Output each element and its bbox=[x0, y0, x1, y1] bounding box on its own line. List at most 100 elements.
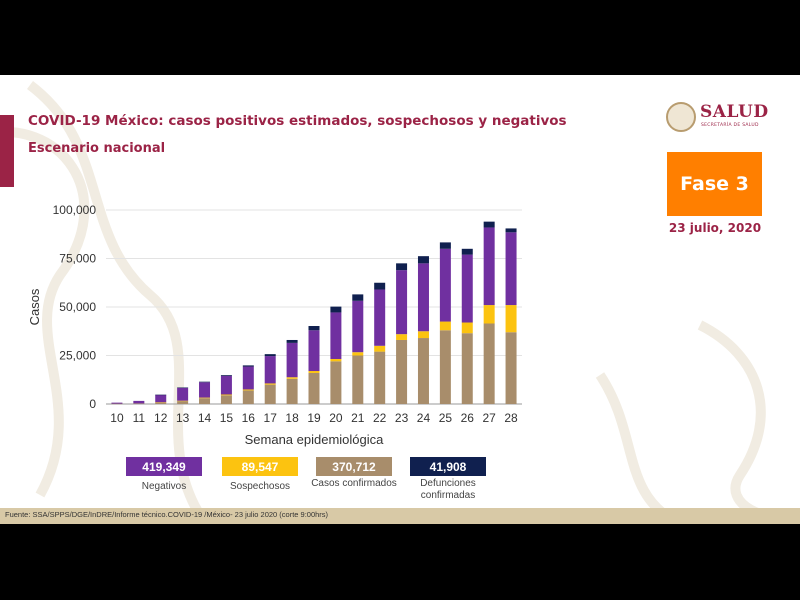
bar-segment bbox=[483, 227, 495, 306]
x-tick-label: 28 bbox=[504, 411, 518, 425]
y-tick-label: 0 bbox=[89, 397, 96, 411]
bar-segment bbox=[133, 403, 145, 404]
bar-segment bbox=[330, 312, 342, 359]
legend-label-sospechosos: Sospechosos bbox=[229, 481, 291, 492]
bar-segment bbox=[461, 248, 473, 255]
bar-segment bbox=[111, 403, 123, 405]
bar-segment bbox=[199, 398, 211, 404]
legend-label-defunciones: Defunciones confirmadas bbox=[420, 478, 476, 501]
bar-segment bbox=[352, 300, 364, 353]
x-tick-label: 25 bbox=[439, 411, 453, 425]
bar-segment bbox=[330, 306, 342, 313]
x-tick-label: 21 bbox=[351, 411, 365, 425]
bar-segment bbox=[483, 323, 495, 404]
bar-segment bbox=[286, 378, 298, 404]
bar-segment bbox=[483, 305, 495, 324]
x-tick-label: 16 bbox=[242, 411, 256, 425]
bar-segment bbox=[308, 330, 320, 372]
legend-label-negativos: Negativos bbox=[141, 481, 187, 492]
x-tick-label: 26 bbox=[461, 411, 475, 425]
bar-segment bbox=[264, 383, 276, 385]
bar-segment bbox=[505, 228, 517, 233]
y-tick-label: 50,000 bbox=[59, 300, 96, 314]
bar-segment bbox=[396, 334, 408, 340]
bar-segment bbox=[199, 382, 211, 398]
bar-segment bbox=[264, 354, 276, 357]
bar-segment bbox=[242, 389, 254, 391]
bar-segment bbox=[111, 402, 123, 404]
seal-icon bbox=[666, 102, 696, 132]
bar-segment bbox=[133, 400, 145, 404]
bar-segment bbox=[286, 342, 298, 378]
legend-value-negativos: 419,349 bbox=[126, 457, 202, 476]
bar-segment bbox=[220, 394, 232, 396]
bar-segment bbox=[199, 397, 211, 399]
legend-value-confirmados: 370,712 bbox=[316, 457, 392, 476]
y-tick-label: 100,000 bbox=[53, 203, 97, 217]
legend-value-sospechosos: 89,547 bbox=[222, 457, 298, 476]
source-note: Fuente: SSA/SPPS/DGE/InDRE/Informe técni… bbox=[5, 510, 329, 519]
logo-text: SALUD bbox=[700, 102, 769, 122]
bar-segment bbox=[220, 375, 232, 376]
bar-segment bbox=[242, 390, 254, 404]
bar-segment bbox=[439, 242, 451, 249]
bar-segment bbox=[505, 232, 517, 306]
bar-segment bbox=[177, 400, 189, 402]
bar-segment bbox=[374, 351, 386, 404]
y-tick-label: 25,000 bbox=[59, 349, 96, 363]
bar-segment bbox=[352, 352, 364, 356]
x-tick-label: 18 bbox=[285, 411, 299, 425]
x-tick-label: 19 bbox=[307, 411, 321, 425]
phase-badge: Fase 3 bbox=[667, 152, 762, 216]
bar-segment bbox=[242, 366, 254, 390]
legend-value-defunciones: 41,908 bbox=[410, 457, 486, 476]
bar-segment bbox=[177, 387, 189, 401]
bar-segment bbox=[505, 305, 517, 333]
bar-segment bbox=[177, 401, 189, 404]
bar-segment bbox=[396, 339, 408, 404]
bar-segment bbox=[199, 381, 211, 383]
bar-segment bbox=[417, 263, 429, 332]
x-tick-label: 22 bbox=[373, 411, 387, 425]
bar-segment bbox=[374, 345, 386, 352]
bar-segment bbox=[155, 402, 167, 404]
x-tick-label: 15 bbox=[220, 411, 234, 425]
x-tick-label: 14 bbox=[198, 411, 212, 425]
bar-segment bbox=[417, 256, 429, 264]
x-tick-label: 11 bbox=[133, 411, 146, 425]
bar-segment bbox=[352, 294, 364, 301]
bar-segment bbox=[439, 330, 451, 404]
legend-label-confirmados: Casos confirmados bbox=[311, 478, 397, 489]
y-axis-label: Casos bbox=[27, 288, 42, 325]
bar-segment bbox=[461, 322, 473, 334]
x-tick-label: 13 bbox=[176, 411, 190, 425]
bar-segment bbox=[439, 248, 451, 322]
y-axis-ticks: 0 25,000 50,000 75,000 100,000 bbox=[53, 203, 97, 411]
bar-segment bbox=[220, 395, 232, 404]
bar-segment bbox=[396, 270, 408, 335]
bar-segment bbox=[330, 358, 342, 362]
bar-segment bbox=[177, 387, 189, 389]
bar-segment bbox=[286, 339, 298, 343]
bar-segment bbox=[483, 221, 495, 228]
bar-segment bbox=[330, 361, 342, 404]
bar-segment bbox=[352, 355, 364, 404]
y-tick-label: 75,000 bbox=[59, 252, 96, 266]
bar-segment bbox=[308, 371, 320, 373]
salud-logo: SALUD SECRETARÍA DE SALUD bbox=[666, 102, 776, 134]
bar-segment bbox=[264, 384, 276, 404]
x-axis-ticks: 10 11 12 13 14 15 16 17 18 19 20 21 22 23 24 25 26 27 28 bbox=[110, 411, 518, 425]
bar-segment bbox=[264, 356, 276, 384]
report-date: 23 julio, 2020 bbox=[668, 221, 762, 235]
bar-segment bbox=[308, 326, 320, 331]
bar-segment bbox=[439, 321, 451, 331]
x-tick-label: 17 bbox=[264, 411, 278, 425]
x-tick-label: 20 bbox=[329, 411, 343, 425]
x-tick-label: 12 bbox=[154, 411, 168, 425]
bar-segment bbox=[308, 372, 320, 404]
page-subtitle: Escenario nacional bbox=[28, 141, 166, 156]
footer-bar: Fuente: SSA/SPPS/DGE/InDRE/Informe técni… bbox=[0, 508, 800, 524]
bar-segment bbox=[396, 263, 408, 271]
slide: COVID-19 México: casos positivos estimad… bbox=[0, 75, 800, 524]
